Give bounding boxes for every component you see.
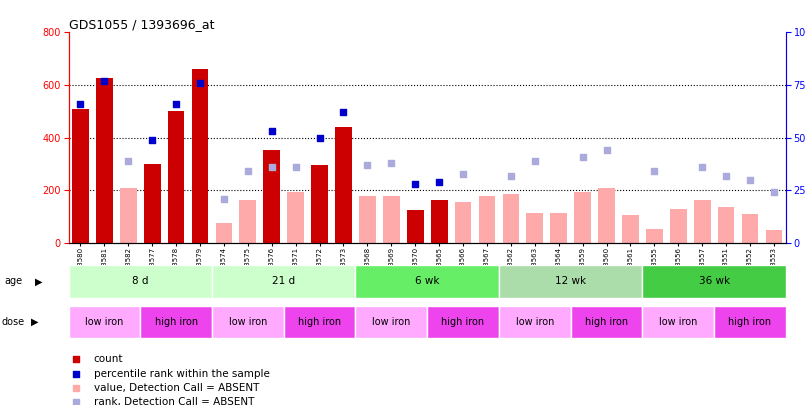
Text: high iron: high iron bbox=[585, 317, 628, 327]
Text: 6 wk: 6 wk bbox=[415, 277, 439, 286]
Text: low iron: low iron bbox=[85, 317, 123, 327]
Text: high iron: high iron bbox=[155, 317, 197, 327]
Point bbox=[146, 136, 159, 143]
Bar bbox=[72, 109, 89, 243]
Text: GDS1055 / 1393696_at: GDS1055 / 1393696_at bbox=[69, 18, 214, 31]
Bar bbox=[383, 196, 400, 243]
Bar bbox=[479, 196, 496, 243]
Bar bbox=[766, 230, 783, 243]
Point bbox=[486, 219, 499, 225]
Point bbox=[170, 101, 183, 107]
Point bbox=[720, 173, 733, 179]
Text: count: count bbox=[93, 354, 123, 364]
Text: age: age bbox=[4, 277, 22, 286]
Bar bbox=[430, 200, 447, 243]
Bar bbox=[239, 200, 256, 243]
Bar bbox=[69, 306, 140, 338]
Point bbox=[289, 164, 302, 171]
Bar bbox=[694, 200, 711, 243]
Point bbox=[648, 168, 661, 175]
Point bbox=[193, 80, 206, 86]
Point bbox=[74, 101, 87, 107]
Point bbox=[486, 90, 499, 96]
Point bbox=[456, 170, 469, 177]
Text: 21 d: 21 d bbox=[272, 277, 295, 286]
Bar bbox=[622, 215, 639, 243]
Bar bbox=[215, 223, 232, 243]
Text: high iron: high iron bbox=[298, 317, 341, 327]
Point bbox=[313, 134, 326, 141]
Point bbox=[218, 196, 231, 202]
Bar bbox=[69, 265, 212, 298]
Text: 12 wk: 12 wk bbox=[555, 277, 586, 286]
Text: high iron: high iron bbox=[729, 317, 771, 327]
Point bbox=[242, 168, 255, 175]
Bar bbox=[407, 210, 424, 243]
Bar bbox=[311, 165, 328, 243]
Bar bbox=[120, 188, 137, 243]
Bar bbox=[502, 194, 519, 243]
Text: 8 d: 8 d bbox=[132, 277, 148, 286]
Bar bbox=[168, 111, 185, 243]
Bar bbox=[455, 202, 472, 243]
Bar bbox=[670, 209, 687, 243]
Bar bbox=[355, 265, 499, 298]
Text: percentile rank within the sample: percentile rank within the sample bbox=[93, 369, 269, 379]
Bar bbox=[646, 228, 663, 243]
Bar bbox=[287, 192, 304, 243]
Bar bbox=[598, 188, 615, 243]
Point bbox=[767, 189, 780, 196]
Bar bbox=[355, 306, 427, 338]
Point bbox=[98, 78, 111, 84]
Point bbox=[409, 181, 422, 187]
Text: rank, Detection Call = ABSENT: rank, Detection Call = ABSENT bbox=[93, 397, 254, 405]
Bar bbox=[499, 306, 571, 338]
Text: low iron: low iron bbox=[229, 317, 267, 327]
Text: dose: dose bbox=[2, 317, 25, 327]
Text: 36 wk: 36 wk bbox=[699, 277, 729, 286]
Bar bbox=[642, 265, 786, 298]
Text: ▶: ▶ bbox=[31, 317, 38, 327]
Text: low iron: low iron bbox=[659, 317, 697, 327]
Point bbox=[529, 158, 542, 164]
Point bbox=[576, 153, 589, 160]
Point bbox=[385, 160, 398, 166]
Bar bbox=[140, 306, 212, 338]
Point bbox=[744, 177, 757, 183]
Point bbox=[696, 164, 708, 171]
Bar bbox=[499, 265, 642, 298]
Bar bbox=[96, 79, 113, 243]
Bar bbox=[212, 306, 284, 338]
Point bbox=[433, 179, 446, 185]
Bar bbox=[571, 306, 642, 338]
Bar bbox=[359, 196, 376, 243]
Bar bbox=[526, 213, 543, 243]
Bar bbox=[742, 214, 758, 243]
Bar bbox=[714, 306, 786, 338]
Point bbox=[361, 162, 374, 168]
Point bbox=[486, 347, 499, 354]
Point bbox=[337, 109, 350, 116]
Text: value, Detection Call = ABSENT: value, Detection Call = ABSENT bbox=[93, 383, 259, 393]
Text: low iron: low iron bbox=[372, 317, 410, 327]
Point bbox=[600, 147, 613, 153]
Bar bbox=[143, 164, 160, 243]
Bar bbox=[264, 149, 280, 243]
Point bbox=[505, 173, 517, 179]
Bar bbox=[192, 69, 209, 243]
Bar bbox=[642, 306, 714, 338]
Text: high iron: high iron bbox=[442, 317, 484, 327]
Bar bbox=[717, 207, 734, 243]
Bar bbox=[550, 213, 567, 243]
Bar bbox=[335, 127, 352, 243]
Bar bbox=[212, 265, 355, 298]
Point bbox=[122, 158, 135, 164]
Bar bbox=[574, 192, 591, 243]
Point bbox=[265, 128, 278, 134]
Bar bbox=[284, 306, 355, 338]
Point bbox=[265, 164, 278, 171]
Bar bbox=[427, 306, 499, 338]
Text: low iron: low iron bbox=[516, 317, 554, 327]
Text: ▶: ▶ bbox=[35, 277, 42, 286]
